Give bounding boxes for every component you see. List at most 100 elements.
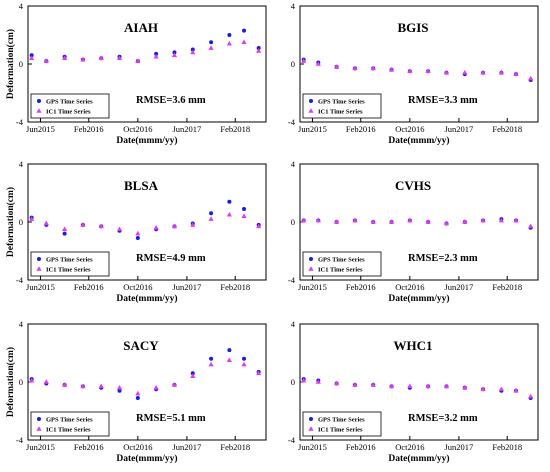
ic1-point bbox=[315, 61, 321, 66]
legend-gps-marker bbox=[309, 99, 313, 103]
gps-point bbox=[242, 206, 247, 211]
x-tick-label: Jun2015 bbox=[298, 124, 327, 134]
y-tick-label: -4 bbox=[16, 275, 24, 285]
ic1-point bbox=[135, 390, 141, 396]
legend-box bbox=[30, 93, 110, 119]
y-axis-label: Deformation(cm) bbox=[5, 187, 16, 257]
ic1-point bbox=[352, 382, 358, 387]
ic1-point bbox=[135, 58, 141, 63]
ic1-point bbox=[226, 211, 232, 217]
y-tick-label: 4 bbox=[19, 319, 24, 329]
ic1-point bbox=[62, 382, 68, 387]
ic1-point bbox=[80, 383, 86, 389]
legend-gps-marker bbox=[37, 99, 41, 103]
x-tick-label: Feb2018 bbox=[220, 442, 250, 452]
ic1-point bbox=[62, 55, 68, 60]
y-tick-label: 0 bbox=[291, 59, 295, 69]
x-tick-label: Feb2018 bbox=[220, 124, 250, 134]
ic1-point bbox=[352, 65, 358, 71]
ic1-point bbox=[135, 230, 141, 236]
ic1-point bbox=[462, 219, 468, 224]
ic1-point bbox=[98, 55, 104, 60]
ic1-point bbox=[480, 386, 486, 392]
legend-ic1-marker bbox=[308, 108, 314, 113]
x-tick-label: Feb2018 bbox=[492, 282, 522, 292]
x-tick-label: Jun2015 bbox=[26, 124, 55, 134]
x-tick-label: Feb2018 bbox=[492, 442, 522, 452]
x-tick-label: Feb2018 bbox=[220, 282, 250, 292]
x-tick-label: Jun2017 bbox=[445, 282, 474, 292]
x-tick-label: Oct2016 bbox=[395, 282, 424, 292]
gps-point bbox=[209, 356, 214, 361]
ic1-point bbox=[443, 69, 450, 75]
legend-box bbox=[30, 411, 110, 437]
ic1-point bbox=[43, 58, 49, 63]
legend-ic1-label: IC1 Time Series bbox=[46, 109, 91, 116]
x-tick-label: Jun2015 bbox=[298, 282, 327, 292]
ic1-point bbox=[208, 45, 214, 50]
ic1-point bbox=[43, 379, 49, 384]
ic1-point bbox=[241, 361, 247, 367]
y-tick-label: 0 bbox=[19, 377, 23, 387]
chart-title: WHC1 bbox=[394, 338, 433, 353]
ic1-point bbox=[208, 361, 214, 367]
gps-point bbox=[154, 51, 159, 56]
ic1-point bbox=[29, 55, 35, 60]
y-tick-label: 4 bbox=[19, 1, 24, 11]
ic1-point bbox=[241, 213, 247, 218]
ic1-point bbox=[462, 69, 468, 75]
x-tick-label: Jun2017 bbox=[445, 442, 474, 452]
gps-point bbox=[190, 371, 195, 376]
gps-point bbox=[242, 356, 247, 361]
ic1-point bbox=[256, 370, 262, 376]
ic1-point bbox=[190, 222, 196, 227]
ic1-point bbox=[528, 75, 534, 81]
ic1-point bbox=[407, 68, 413, 74]
ic1-point bbox=[480, 69, 486, 75]
ic1-point bbox=[153, 225, 159, 230]
ic1-point bbox=[388, 67, 395, 72]
y-tick-label: -4 bbox=[16, 435, 24, 445]
y-tick-label: 4 bbox=[291, 159, 296, 169]
x-axis-label: Date(mmm/yy) bbox=[388, 135, 449, 146]
ic1-point bbox=[171, 223, 178, 229]
ic1-point bbox=[443, 383, 450, 389]
gps-point bbox=[256, 46, 261, 51]
ic1-point bbox=[334, 64, 340, 69]
chart-title: CVHS bbox=[395, 178, 431, 193]
legend-box bbox=[30, 251, 110, 277]
chart-title: SACY bbox=[123, 338, 159, 353]
ic1-point bbox=[80, 56, 86, 62]
gps-point bbox=[172, 50, 177, 55]
ic1-point bbox=[116, 55, 123, 60]
y-tick-label: 4 bbox=[291, 1, 296, 11]
ic1-point bbox=[43, 220, 49, 226]
legend-gps-label: GPS Time Series bbox=[46, 99, 93, 106]
legend-gps-marker bbox=[309, 417, 313, 421]
gps-point bbox=[135, 235, 140, 240]
x-axis-label: Date(mmm/yy) bbox=[116, 293, 177, 304]
ic1-point bbox=[498, 217, 504, 223]
ic1-point bbox=[528, 223, 534, 229]
legend-gps-label: GPS Time Series bbox=[318, 99, 365, 106]
gps-point bbox=[227, 348, 232, 353]
legend-gps-label: GPS Time Series bbox=[46, 257, 93, 264]
ic1-point bbox=[29, 377, 35, 383]
ic1-point bbox=[80, 222, 86, 227]
ic1-point bbox=[498, 69, 504, 75]
legend-box bbox=[302, 251, 382, 277]
chart-title: BLSA bbox=[124, 178, 159, 193]
x-tick-label: Oct2016 bbox=[123, 442, 152, 452]
x-axis-label: Date(mmm/yy) bbox=[388, 293, 449, 304]
y-tick-label: 0 bbox=[19, 217, 23, 227]
y-tick-label: 0 bbox=[291, 377, 295, 387]
ic1-point bbox=[334, 380, 340, 386]
ic1-point bbox=[443, 220, 450, 226]
y-axis-label: Deformation(cm) bbox=[5, 347, 16, 417]
x-tick-label: Feb2016 bbox=[346, 442, 376, 452]
ic1-point bbox=[315, 379, 321, 384]
rmse-annotation: RMSE=2.3 mm bbox=[408, 253, 478, 264]
